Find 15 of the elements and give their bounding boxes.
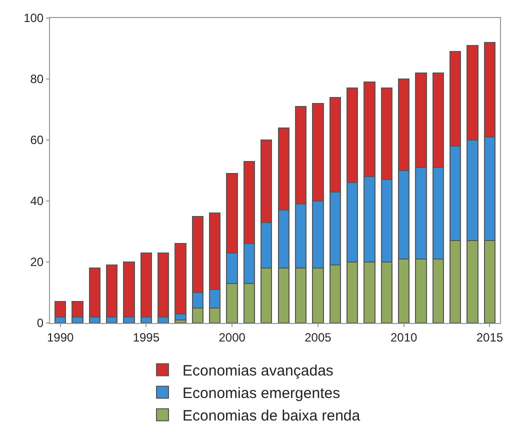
legend-label: Economias de baixa renda — [182, 408, 361, 425]
legend-label: Economias avançadas — [182, 362, 334, 380]
y-tick-label: 0 — [36, 316, 44, 330]
x-tick-label: 1990 — [46, 330, 74, 344]
y-tick-label: 40 — [30, 194, 44, 208]
y-tick-label: 20 — [30, 255, 44, 270]
x-tick-label: 1995 — [132, 330, 160, 344]
x-tick-label: 2010 — [390, 330, 418, 344]
legend-label: Economias emergentes — [182, 385, 340, 402]
y-tick-label: 60 — [30, 133, 44, 148]
y-tick-label: 100 — [24, 11, 44, 26]
x-tick-label: 2005 — [304, 330, 332, 344]
x-tick-label: 2000 — [218, 330, 246, 344]
y-tick-label: 80 — [30, 72, 44, 86]
x-tick-label: 2015 — [476, 330, 504, 344]
